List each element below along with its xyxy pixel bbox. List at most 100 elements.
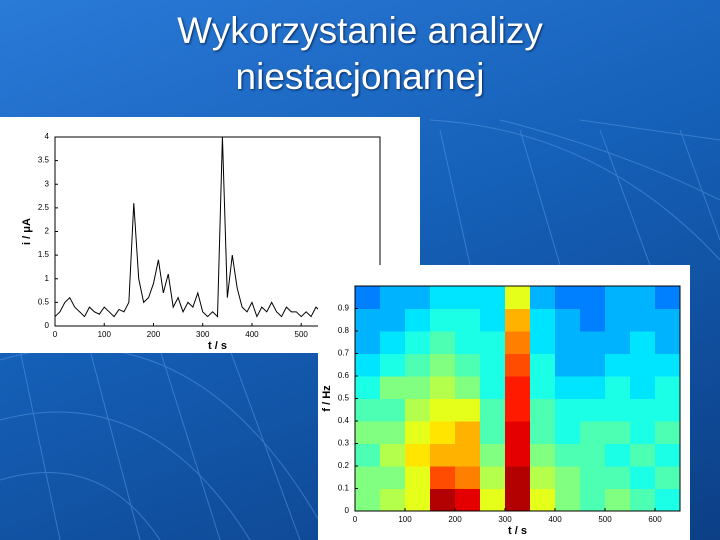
heatmap-cell bbox=[655, 466, 681, 489]
heatmap-cell bbox=[480, 443, 506, 467]
heatmap-cell bbox=[555, 353, 581, 377]
heatmap-cell bbox=[580, 331, 606, 354]
heatmap-cell bbox=[580, 376, 606, 399]
heatmap-cell bbox=[655, 421, 681, 444]
spectrogram-chart: 0 100 200 300 400 500 600 0 0.1 0.2 0.3 0.4 0.5 0.6 0.… bbox=[318, 265, 690, 540]
heatmap-cell bbox=[480, 308, 506, 332]
y-tick-label: 4 bbox=[45, 132, 50, 141]
heatmap-cell bbox=[630, 398, 656, 422]
heatmap-cell bbox=[605, 466, 631, 489]
heatmap-cell bbox=[455, 331, 481, 354]
heatmap-cell bbox=[380, 286, 406, 309]
heatmap-cell bbox=[405, 308, 431, 332]
y-tick-label: 0.1 bbox=[338, 484, 350, 493]
x-tick-label: 100 bbox=[398, 515, 412, 524]
heatmap-cell bbox=[630, 286, 656, 309]
heatmap-cell bbox=[405, 286, 431, 309]
x-axis-label: t / s bbox=[208, 340, 227, 352]
heatmap-cell bbox=[380, 398, 406, 422]
heatmap-cell bbox=[380, 488, 406, 512]
x-tick-label: 0 bbox=[353, 515, 358, 524]
heatmap-cell bbox=[405, 488, 431, 512]
heatmap-cell bbox=[530, 286, 556, 309]
slide-title: Wykorzystanie analizy niestacjonarnej bbox=[177, 10, 543, 97]
heatmap-cell bbox=[505, 488, 531, 512]
heatmap-cell bbox=[655, 488, 681, 512]
heatmap-cell bbox=[455, 398, 481, 422]
y-tick-label: 0.5 bbox=[38, 297, 50, 306]
heatmap-cell bbox=[505, 398, 531, 422]
heatmap-cell bbox=[455, 443, 481, 467]
heatmap-cell bbox=[480, 331, 506, 354]
heatmap-cell bbox=[530, 443, 556, 467]
heatmap-cell bbox=[505, 443, 531, 467]
heatmap-cell bbox=[580, 286, 606, 309]
heatmap-cell bbox=[455, 421, 481, 444]
heatmap-cell bbox=[480, 466, 506, 489]
heatmap-cell bbox=[530, 353, 556, 377]
heatmap-cell bbox=[630, 466, 656, 489]
y-tick-label: 0 bbox=[345, 506, 350, 515]
heatmap-cell bbox=[505, 286, 531, 309]
heatmap-cell bbox=[480, 398, 506, 422]
heatmap-cell bbox=[580, 398, 606, 422]
x-tick-label: 200 bbox=[147, 330, 161, 339]
x-tick-label: 600 bbox=[648, 515, 662, 524]
heatmap-cell bbox=[630, 353, 656, 377]
heatmap-cell bbox=[530, 466, 556, 489]
heatmap-cell bbox=[430, 398, 456, 422]
heatmap-cell bbox=[355, 488, 381, 512]
heatmap-cell bbox=[505, 331, 531, 354]
y-tick-label: 3.5 bbox=[38, 156, 50, 165]
heatmap-cell bbox=[655, 286, 681, 309]
heatmap-cell bbox=[555, 331, 581, 354]
heatmap-cell bbox=[605, 308, 631, 332]
heatmap-cell bbox=[630, 308, 656, 332]
x-tick-label: 100 bbox=[98, 330, 112, 339]
y-tick-label: 0 bbox=[45, 321, 50, 330]
heatmap-cell bbox=[480, 353, 506, 377]
heatmap-cell bbox=[480, 488, 506, 512]
heatmap-cell bbox=[505, 466, 531, 489]
heatmap-cell bbox=[430, 286, 456, 309]
heatmap-cell bbox=[380, 353, 406, 377]
heatmap-cell bbox=[555, 466, 581, 489]
x-tick-label: 300 bbox=[498, 515, 512, 524]
heatmap-cell bbox=[455, 286, 481, 309]
heatmap-cell bbox=[430, 376, 456, 399]
heatmap-cell bbox=[380, 376, 406, 399]
heatmap-cell bbox=[405, 398, 431, 422]
x-tick-label: 300 bbox=[196, 330, 210, 339]
x-axis-label: t / s bbox=[508, 525, 527, 537]
heatmap-cell bbox=[430, 421, 456, 444]
heatmap-cell bbox=[605, 331, 631, 354]
heatmap-cell bbox=[580, 443, 606, 467]
heatmap-cell bbox=[505, 421, 531, 444]
y-tick-label: 2.5 bbox=[38, 203, 50, 212]
heatmap-cell bbox=[480, 421, 506, 444]
heatmap-cell bbox=[580, 466, 606, 489]
heatmap-cell bbox=[605, 376, 631, 399]
heatmap-cell bbox=[605, 286, 631, 309]
heatmap-cell bbox=[605, 421, 631, 444]
heatmap-cell bbox=[455, 308, 481, 332]
x-tick-label: 500 bbox=[598, 515, 612, 524]
heatmap-cell bbox=[480, 286, 506, 309]
heatmap-cell bbox=[655, 443, 681, 467]
y-tick-label: 0.6 bbox=[338, 371, 350, 380]
heatmap-cell bbox=[630, 376, 656, 399]
y-tick-label: 0.2 bbox=[338, 461, 350, 470]
x-tick-label: 0 bbox=[53, 330, 58, 339]
x-tick-label: 500 bbox=[295, 330, 309, 339]
heatmap-cell bbox=[405, 443, 431, 467]
heatmap-cell bbox=[605, 353, 631, 377]
heatmap-cell bbox=[555, 286, 581, 309]
heatmap-cell bbox=[355, 466, 381, 489]
data-line bbox=[54, 136, 361, 318]
heatmap-cell bbox=[405, 376, 431, 399]
heatmap-cell bbox=[355, 308, 381, 332]
y-tick-label: 0.4 bbox=[338, 416, 350, 425]
heatmap-cell bbox=[530, 488, 556, 512]
heatmap-cell bbox=[655, 308, 681, 332]
